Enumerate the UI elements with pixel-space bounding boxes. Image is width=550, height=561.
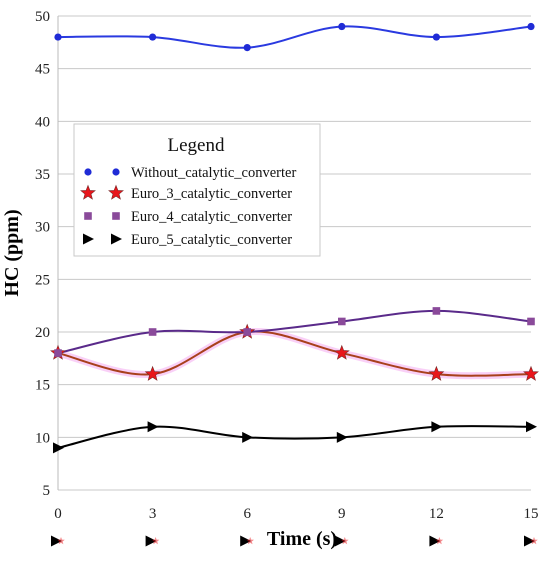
- y-axis-label: HC (ppm): [1, 209, 23, 296]
- y-tick-label: 20: [35, 325, 50, 341]
- data-point-marker: [432, 33, 440, 41]
- data-point-marker: [527, 22, 535, 31]
- y-tick-label: 45: [35, 62, 50, 78]
- x-axis-marker-star: [435, 537, 444, 545]
- data-point-marker: [338, 22, 346, 31]
- x-axis-marker: [429, 535, 441, 547]
- data-point-marker: [149, 33, 157, 41]
- legend-label: Euro_4_catalytic_converter: [131, 209, 292, 225]
- x-tick-label: 0: [54, 506, 62, 522]
- x-axis-marker-star: [341, 537, 349, 545]
- series-line: [57, 25, 532, 49]
- legend-marker: [111, 233, 122, 245]
- series-line: [57, 309, 532, 355]
- data-point-marker: [243, 44, 251, 52]
- series-layer: [54, 25, 535, 449]
- data-point-marker: [243, 328, 251, 336]
- x-tick-label: 9: [338, 506, 346, 522]
- data-point-marker: [523, 365, 539, 381]
- data-point-marker: [53, 442, 64, 454]
- data-point-marker: [54, 349, 62, 357]
- x-axis-marker-star: [530, 537, 538, 545]
- data-point-marker: [242, 431, 254, 443]
- legend-marker: [112, 212, 120, 220]
- series-line: [57, 330, 532, 377]
- x-axis-marker-star: [151, 537, 160, 545]
- y-tick-label: 35: [35, 167, 50, 183]
- legend-marker: [108, 184, 124, 200]
- x-axis-marker: [145, 535, 157, 547]
- y-tick-label: 5: [43, 483, 51, 499]
- x-tick-label: 6: [243, 506, 251, 522]
- legend-marker: [84, 168, 92, 176]
- data-point-marker: [144, 365, 161, 381]
- y-tick-label: 15: [35, 378, 50, 394]
- x-axis-label: Time (s): [267, 528, 337, 550]
- data-point-marker: [526, 421, 537, 433]
- legend-label: Euro_5_catalytic_converter: [131, 232, 292, 248]
- x-axis-marker-star: [57, 537, 65, 545]
- legend-label: Without_catalytic_converter: [131, 165, 296, 181]
- legend-marker: [112, 168, 120, 176]
- x-axis-marker: [524, 535, 535, 547]
- x-axis-marker-star: [246, 537, 254, 545]
- data-point-marker: [147, 421, 159, 433]
- legend-marker: [83, 233, 94, 245]
- data-point-marker: [431, 421, 443, 433]
- x-axis-marker: [334, 535, 346, 547]
- data-point-marker: [338, 317, 346, 326]
- legend-marker: [84, 212, 92, 220]
- legend-title: Legend: [168, 135, 225, 156]
- marker-layer: [50, 22, 539, 454]
- legend: Legend Without_catalytic_converter Euro_3_…: [73, 123, 321, 257]
- y-tick-label: 25: [35, 272, 50, 288]
- data-point-marker: [336, 431, 348, 443]
- y-tick-label: 50: [35, 9, 50, 25]
- x-axis-marker: [240, 535, 252, 547]
- axes: 5 10 15 20 25 30 35 40 45 50 0 3 6 9 12 15: [35, 9, 539, 547]
- y-tick-label: 30: [35, 220, 50, 236]
- x-tick-label: 15: [524, 506, 539, 522]
- x-tick-label: 12: [429, 506, 444, 522]
- data-point-marker: [333, 344, 350, 360]
- data-point-marker: [428, 365, 445, 381]
- data-point-marker: [432, 307, 441, 315]
- x-axis-marker: [51, 535, 62, 547]
- data-point-marker: [54, 33, 62, 41]
- y-tick-label: 10: [35, 430, 50, 446]
- data-point-marker: [527, 317, 535, 326]
- legend-label: Euro_3_catalytic_converter: [131, 186, 292, 202]
- legend-marker: [80, 184, 96, 200]
- y-tick-label: 40: [35, 114, 50, 130]
- x-tick-label: 3: [149, 506, 157, 522]
- series-line: [57, 425, 532, 449]
- data-point-marker: [148, 328, 157, 336]
